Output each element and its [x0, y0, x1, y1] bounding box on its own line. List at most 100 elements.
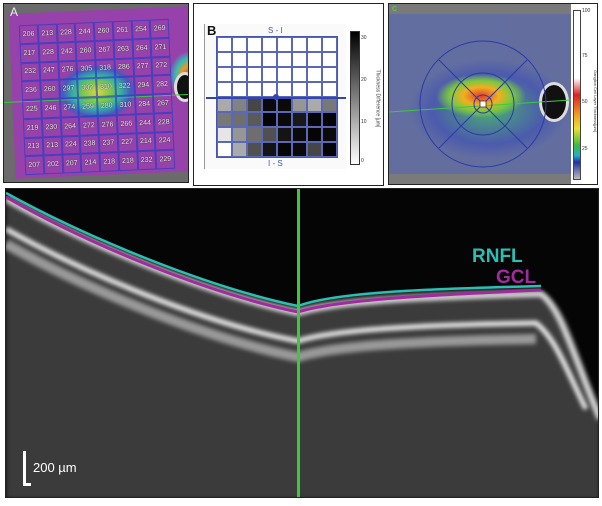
- thickness-cell: 213: [23, 136, 44, 157]
- thickness-cell: 259: [78, 97, 98, 117]
- thickness-cell: 272: [151, 56, 172, 76]
- thickness-cell: 224: [154, 131, 175, 151]
- difference-cell: [232, 112, 247, 127]
- thickness-cell: 310: [96, 77, 116, 97]
- thickness-cell: 276: [57, 60, 78, 80]
- difference-cell: [247, 37, 262, 52]
- difference-cell: [307, 67, 322, 82]
- colorbar: [350, 31, 360, 165]
- tick: 30: [361, 35, 367, 41]
- thickness-cell: 302: [77, 78, 97, 98]
- difference-cell: [322, 67, 337, 82]
- thickness-grid: 206 213 228 244 260 261 254 269 217 228 242 260 267 2…: [18, 18, 176, 176]
- thickness-cell: 264: [60, 116, 80, 137]
- difference-cell: [247, 67, 262, 82]
- thickness-cell: 260: [93, 21, 114, 41]
- tick: 75: [582, 53, 588, 59]
- thickness-cell: 286: [114, 57, 134, 78]
- thickness-cell: 297: [58, 79, 79, 99]
- difference-cell: [277, 67, 292, 82]
- thickness-cell: 237: [98, 133, 119, 154]
- difference-cell: [322, 112, 337, 127]
- difference-cell: [292, 67, 307, 82]
- thickness-cell: 294: [133, 75, 154, 96]
- difference-cell: [262, 127, 277, 142]
- difference-cell: [262, 52, 277, 67]
- panel-label: A: [10, 5, 19, 19]
- thickness-cell: 305: [76, 59, 97, 80]
- fovea-marker: [273, 94, 279, 100]
- difference-cell: [277, 127, 292, 142]
- scale-bar-label: 200 µm: [33, 460, 77, 475]
- difference-cell: [232, 82, 247, 97]
- thickness-cell: 271: [150, 37, 171, 58]
- difference-cell: [292, 97, 307, 112]
- thickness-cell: 254: [131, 19, 151, 40]
- difference-cell: [247, 142, 262, 157]
- difference-cell: [262, 112, 277, 127]
- difference-cell: [322, 52, 337, 67]
- difference-cell: [307, 142, 322, 157]
- oct-layers: [6, 191, 598, 497]
- difference-cell: [247, 52, 262, 67]
- difference-cell: [307, 82, 322, 97]
- thickness-cell: 260: [75, 40, 96, 61]
- optic-disc: [174, 72, 188, 102]
- thickness-cell: 232: [136, 150, 157, 171]
- panel-label: C: [392, 6, 398, 13]
- difference-cell: [292, 142, 307, 157]
- thickness-cell: 219: [22, 118, 43, 138]
- difference-cell: [217, 52, 232, 67]
- tick: 0: [361, 158, 364, 164]
- colorbar-title: Ganglion Cell Layer Thickness[µm]: [593, 69, 598, 133]
- thickness-cell: 318: [95, 58, 115, 79]
- panel-b-difference-map: B S - I I - S 30 20 10 0 Thickness Diffe…: [193, 3, 384, 186]
- thickness-cell: 206: [18, 24, 39, 45]
- thickness-cell: 244: [135, 113, 155, 133]
- difference-cell: [277, 37, 292, 52]
- thickness-cell: 247: [39, 61, 59, 81]
- thickness-cell: 322: [114, 76, 135, 97]
- thickness-cell: 232: [20, 61, 40, 82]
- panel-a-thickness-map: A 206 213 228 244 260 261 254 269 217 228 242 260 26…: [3, 3, 189, 183]
- difference-cell: [247, 82, 262, 97]
- thickness-cell: 272: [79, 115, 99, 136]
- difference-cell: [292, 82, 307, 97]
- difference-cell: [232, 97, 247, 112]
- thickness-cell: 213: [37, 23, 58, 44]
- thickness-cell: 224: [61, 135, 81, 155]
- difference-cell: [277, 112, 292, 127]
- thickness-cell: 218: [99, 152, 120, 172]
- thickness-cell: 214: [80, 153, 101, 173]
- difference-cell: [277, 97, 292, 112]
- thickness-cell: 246: [40, 98, 61, 119]
- thickness-cell: 207: [24, 155, 45, 176]
- panel-c-gcl-map: C 100 75 50 25 Ganglion Cell Layer Thick…: [388, 3, 598, 185]
- difference-cell: [262, 67, 277, 82]
- difference-cell: [217, 82, 232, 97]
- tick: 100: [582, 8, 591, 14]
- thickness-cell: 310: [115, 95, 136, 115]
- thickness-cell: 282: [152, 74, 172, 95]
- thickness-cell: 202: [43, 154, 63, 175]
- thickness-cell: 228: [56, 22, 76, 43]
- difference-cell: [262, 142, 277, 157]
- thickness-cell: 242: [57, 41, 77, 62]
- difference-grid: [216, 36, 338, 158]
- thickness-cell: 230: [41, 117, 62, 137]
- difference-cell: [217, 37, 232, 52]
- tick: 50: [582, 99, 588, 105]
- difference-cell: [262, 82, 277, 97]
- thickness-cell: 227: [117, 132, 137, 153]
- scan-position-line: [297, 189, 300, 497]
- difference-cell: [292, 52, 307, 67]
- tick: 20: [361, 77, 367, 83]
- difference-cell: [217, 67, 232, 82]
- thickness-cell: 217: [19, 43, 40, 63]
- thickness-cell: 269: [149, 18, 170, 39]
- thickness-cell: 266: [116, 114, 137, 134]
- difference-cell: [217, 127, 232, 142]
- thickness-cell: 264: [132, 38, 152, 58]
- thickness-cell: 207: [61, 154, 82, 174]
- difference-cell: [232, 52, 247, 67]
